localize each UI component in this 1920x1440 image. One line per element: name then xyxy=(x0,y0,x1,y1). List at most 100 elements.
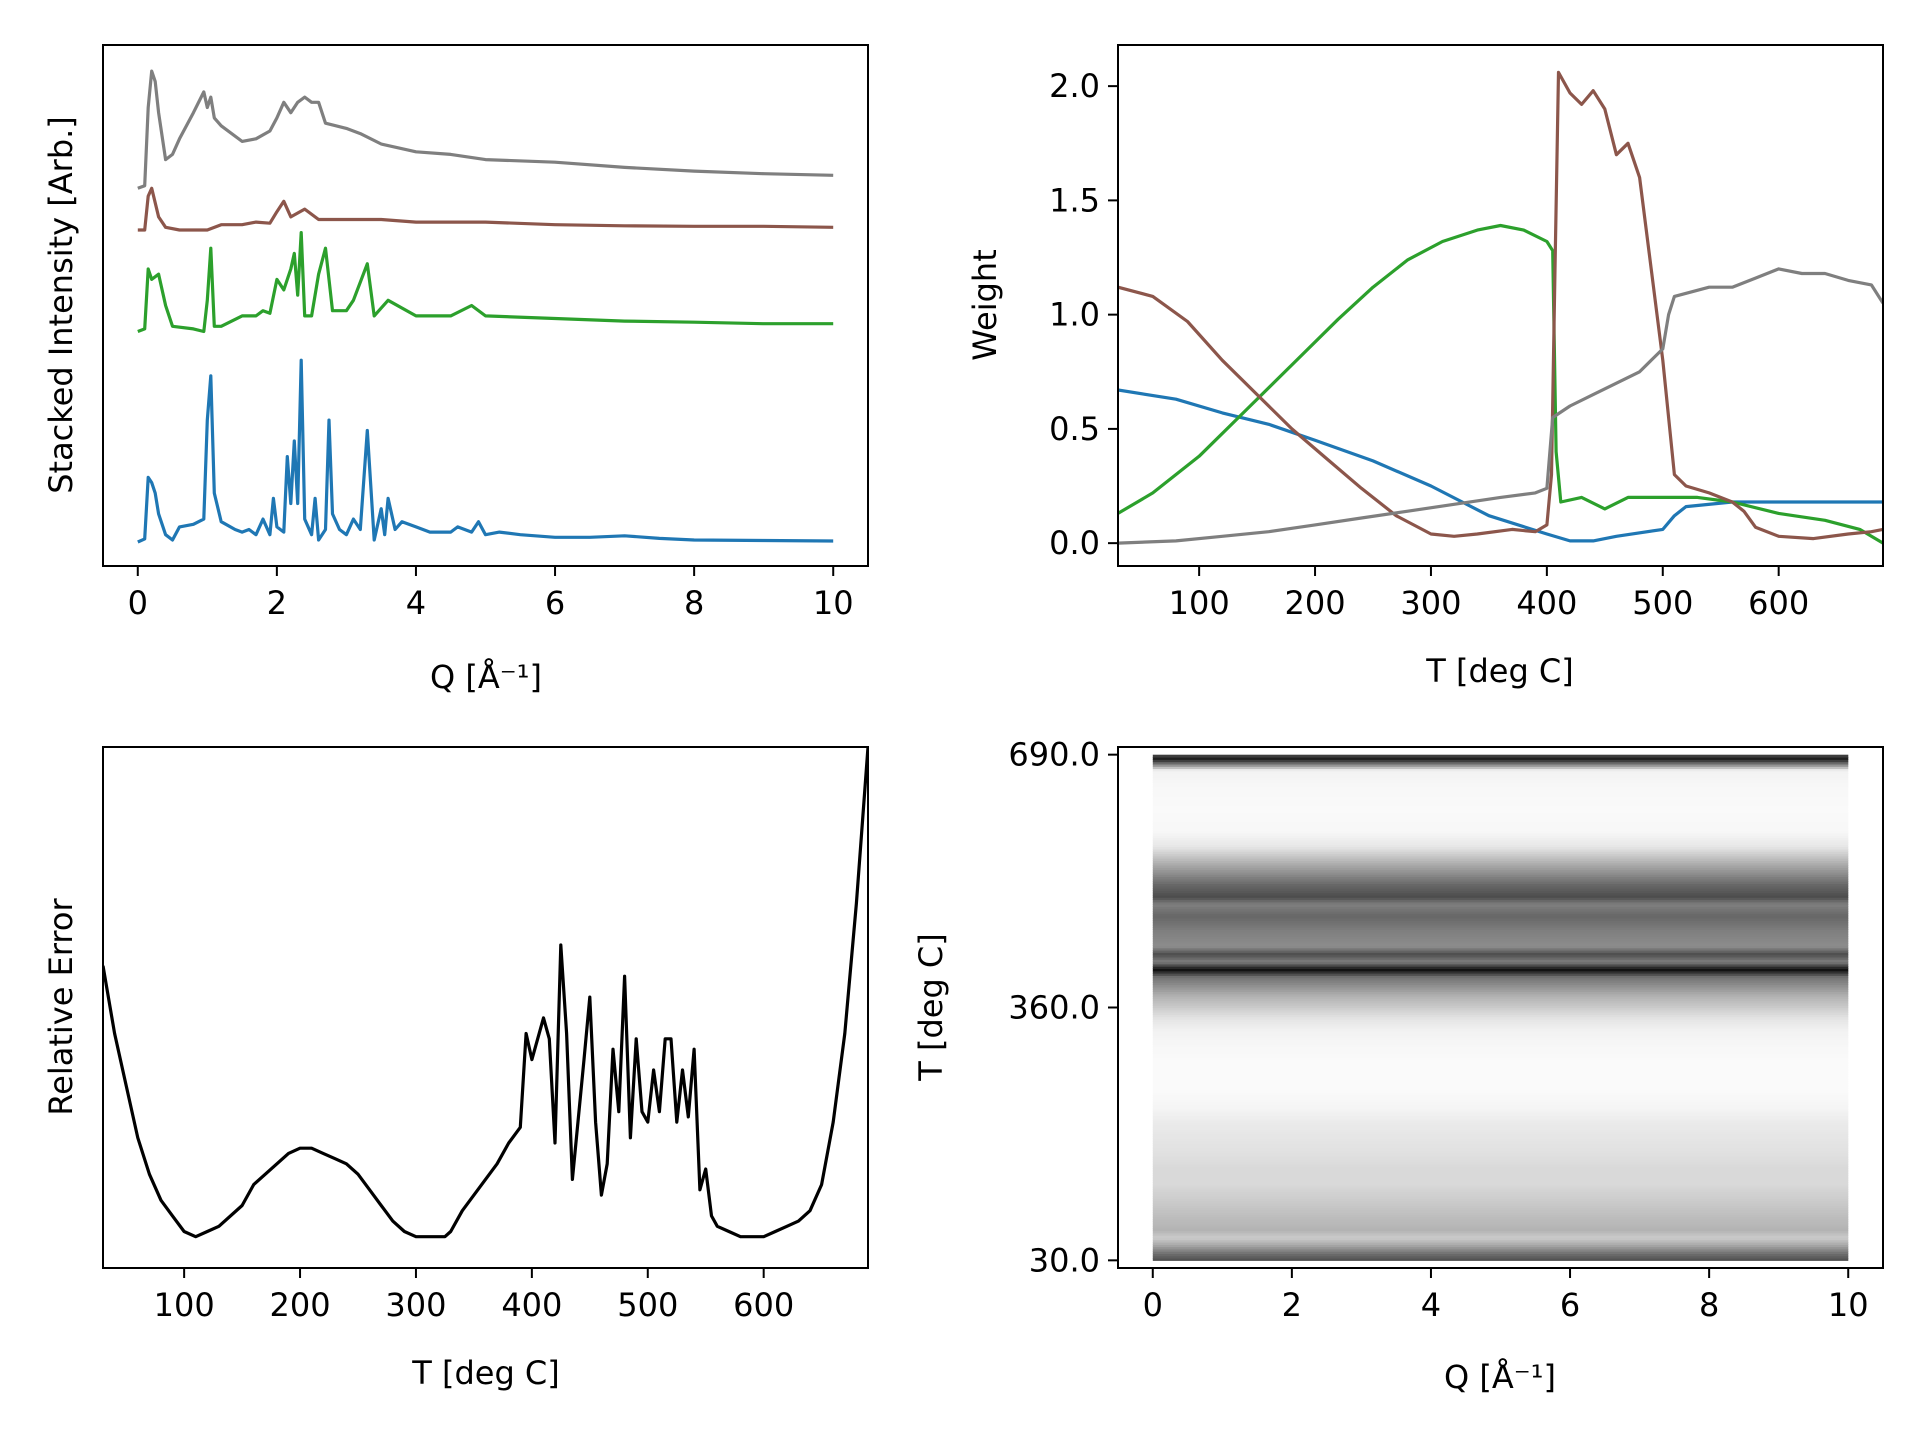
heatmap-row xyxy=(1152,911,1849,914)
x-tick-label: 2 xyxy=(1282,1286,1302,1324)
heatmap-row xyxy=(1152,1163,1849,1167)
heatmap-row xyxy=(1152,1219,1849,1222)
heatmap-row xyxy=(1152,1055,1849,1059)
heatmap-row xyxy=(1152,1002,1849,1006)
panel-a-plot-area xyxy=(137,69,834,544)
heatmap-row xyxy=(1152,1058,1849,1061)
heatmap-row xyxy=(1152,848,1849,852)
heatmap-row xyxy=(1152,892,1849,896)
heatmap-row xyxy=(1152,1216,1849,1220)
heatmap-row xyxy=(1152,938,1849,942)
heatmap-row xyxy=(1152,959,1849,963)
heatmap-row xyxy=(1152,998,1849,1002)
panel-a-x-axis-label: Q [Å⁻¹] xyxy=(430,658,542,696)
heatmap-row xyxy=(1152,888,1849,891)
heatmap-row xyxy=(1152,1087,1849,1091)
x-tick-label: 200 xyxy=(1285,584,1346,622)
heatmap-row xyxy=(1152,970,1849,974)
heatmap-row xyxy=(1152,1039,1849,1043)
heatmap-row xyxy=(1152,989,1849,992)
x-tick-label: 100 xyxy=(154,1286,215,1324)
heatmap-row xyxy=(1152,1251,1849,1254)
heatmap-row xyxy=(1152,1244,1849,1248)
heatmap-row xyxy=(1152,952,1849,956)
heatmap-row xyxy=(1152,1127,1849,1130)
y-tick-label: 2.0 xyxy=(1049,67,1100,105)
panel-stacked-intensity: 0 2 4 6 8 10 Q [Å⁻¹] Stacked Intensity [Arb.] xyxy=(42,44,869,696)
heatmap-row xyxy=(1152,1037,1849,1041)
x-tick-label: 100 xyxy=(1169,584,1230,622)
heatmap-row xyxy=(1152,1108,1849,1112)
heatmap-row xyxy=(1152,1076,1849,1080)
heatmap-row xyxy=(1152,1228,1849,1232)
heatmap-row xyxy=(1152,1051,1849,1055)
heatmap-row xyxy=(1152,1209,1849,1213)
heatmap-row xyxy=(1152,890,1849,894)
heatmap-row xyxy=(1152,814,1849,818)
heatmap-row xyxy=(1152,894,1849,898)
heatmap-row xyxy=(1152,816,1849,820)
x-tick-label: 600 xyxy=(733,1286,794,1324)
heatmap-row xyxy=(1152,782,1849,786)
heatmap-row xyxy=(1152,770,1849,774)
heatmap-row xyxy=(1152,901,1849,905)
heatmap-row xyxy=(1152,867,1849,871)
y-tick-label: 360.0 xyxy=(1008,989,1100,1027)
heatmap-row xyxy=(1152,1028,1849,1032)
heatmap-row xyxy=(1152,1021,1849,1025)
heatmap-row xyxy=(1152,1154,1849,1158)
panel-c-y-axis-label: Relative Error xyxy=(42,898,80,1116)
x-tick-label: 300 xyxy=(1400,584,1461,622)
panel-d-x-axis-label: Q [Å⁻¹] xyxy=(1444,1358,1556,1396)
panel-c-x-axis-label: T [deg C] xyxy=(411,1354,560,1392)
heatmap-row xyxy=(1152,775,1849,779)
heatmap-row xyxy=(1152,784,1849,788)
heatmap-row xyxy=(1152,1094,1849,1098)
heatmap-row xyxy=(1152,1120,1849,1123)
heatmap-row xyxy=(1152,966,1849,969)
heatmap-row xyxy=(1152,1255,1849,1259)
series-line-component-2 xyxy=(137,231,834,334)
panel-weight: 100 200 300 400 500 600 0.0 0.5 1.0 1.5 2.0 T [deg… xyxy=(966,44,1884,690)
heatmap-row xyxy=(1152,835,1849,838)
panel-a-x-ticks: 0 2 4 6 8 10 xyxy=(128,566,854,622)
heatmap-row xyxy=(1152,1212,1849,1215)
heatmap-row xyxy=(1152,779,1849,783)
heatmap-row xyxy=(1152,1202,1849,1206)
heatmap-row xyxy=(1152,805,1849,809)
heatmap-row xyxy=(1152,1000,1849,1004)
heatmap-row xyxy=(1152,1159,1849,1163)
heatmap-row xyxy=(1152,786,1849,790)
heatmap-row xyxy=(1152,1138,1849,1142)
heatmap-row xyxy=(1152,936,1849,940)
heatmap-row xyxy=(1152,860,1849,864)
heatmap-row xyxy=(1152,933,1849,937)
heatmap-row xyxy=(1152,1200,1849,1204)
heatmap-row xyxy=(1152,851,1849,855)
heatmap-row xyxy=(1152,945,1849,949)
heatmap-row xyxy=(1152,1007,1849,1011)
heatmap-row xyxy=(1152,874,1849,878)
heatmap-row xyxy=(1152,763,1849,767)
heatmap-row xyxy=(1152,1005,1849,1009)
heatmap-row xyxy=(1152,991,1849,995)
heatmap-row xyxy=(1152,853,1849,857)
y-tick-label: 30.0 xyxy=(1029,1241,1100,1279)
heatmap-row xyxy=(1152,802,1849,806)
heatmap-row xyxy=(1152,917,1849,921)
heatmap-row xyxy=(1152,1145,1849,1149)
heatmap-row xyxy=(1152,1023,1849,1027)
heatmap-row xyxy=(1152,899,1849,903)
heatmap-row xyxy=(1152,977,1849,981)
heatmap-row xyxy=(1152,1115,1849,1119)
heatmap-row xyxy=(1152,908,1849,912)
heatmap-row xyxy=(1152,1012,1849,1015)
heatmap-row xyxy=(1152,1179,1849,1183)
heatmap-row xyxy=(1152,1122,1849,1126)
heatmap-row xyxy=(1152,1235,1849,1238)
heatmap-row xyxy=(1152,1025,1849,1029)
heatmap-row xyxy=(1152,927,1849,930)
heatmap-row xyxy=(1152,1156,1849,1160)
heatmap-row xyxy=(1152,832,1849,836)
heatmap-row xyxy=(1152,1191,1849,1195)
